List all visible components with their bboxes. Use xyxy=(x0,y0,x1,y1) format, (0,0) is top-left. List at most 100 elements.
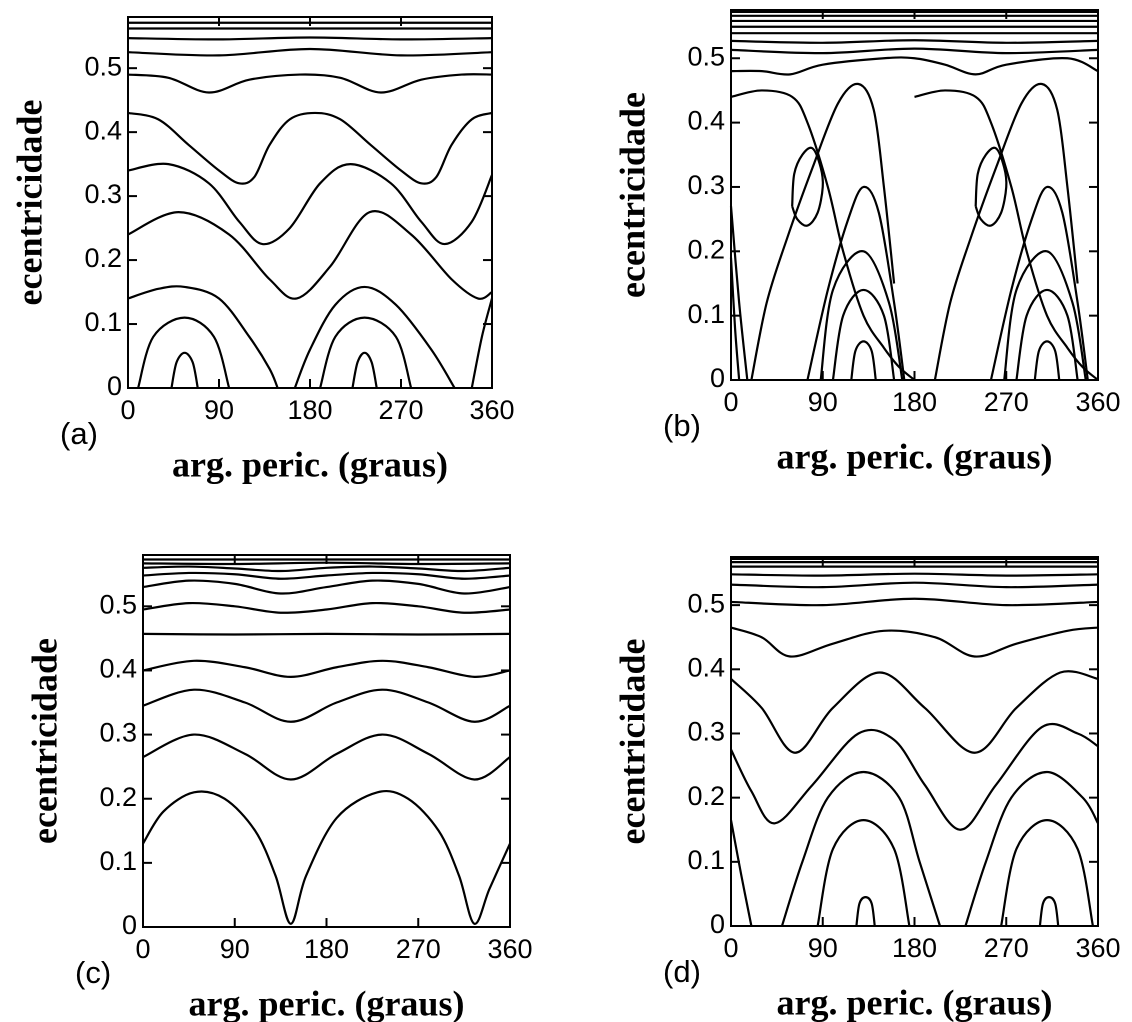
contour-line xyxy=(730,670,1099,754)
x-tick-label: 180 xyxy=(892,387,937,417)
panel-label: (b) xyxy=(663,408,701,443)
y-tick-label: 0.4 xyxy=(687,106,725,136)
y-tick-label: 0.4 xyxy=(84,115,122,145)
contour-line xyxy=(137,316,231,389)
contour-line xyxy=(780,770,942,927)
x-tick-label: 360 xyxy=(1075,387,1120,417)
plot-frame xyxy=(730,9,1099,381)
y-tick-label: 0.3 xyxy=(687,170,725,200)
contour-line xyxy=(1000,819,1094,927)
x-tick-label: 180 xyxy=(287,395,332,425)
y-axis-label: ecentricidade xyxy=(24,638,64,844)
contour-line xyxy=(127,73,493,94)
y-tick-label: 0.1 xyxy=(84,307,122,337)
contour-line xyxy=(1038,896,1060,927)
x-axis-label: arg. peric. (graus) xyxy=(777,436,1053,476)
contour-line xyxy=(819,250,904,381)
contour-line xyxy=(127,209,493,300)
y-tick-label: 0.3 xyxy=(687,717,725,747)
x-tick-label: 270 xyxy=(984,933,1029,963)
x-tick-label: 0 xyxy=(135,934,150,964)
y-tick-label: 0.1 xyxy=(99,846,137,876)
contour-line xyxy=(142,601,511,614)
x-axis-label: arg. peric. (graus) xyxy=(172,444,448,484)
x-tick-label: 90 xyxy=(220,934,250,964)
x-tick-label: 0 xyxy=(723,387,738,417)
plot-frame xyxy=(730,556,1099,927)
contour-line xyxy=(142,571,511,580)
y-axis-label: ecentricidade xyxy=(9,100,49,306)
contour-line xyxy=(974,146,1008,227)
y-tick-label: 0.5 xyxy=(84,51,122,81)
contour-line xyxy=(730,47,1099,55)
y-tick-label: 0.1 xyxy=(687,299,725,329)
y-tick-label: 0.5 xyxy=(687,41,725,71)
contour-line xyxy=(730,581,1099,589)
x-tick-label: 270 xyxy=(984,387,1029,417)
panel-label: (d) xyxy=(663,954,701,989)
contour-line xyxy=(127,111,493,185)
y-axis-label: ecentricidade xyxy=(612,92,652,298)
contour-line xyxy=(142,579,511,595)
y-tick-label: 0 xyxy=(710,363,725,393)
contour-line xyxy=(142,632,511,636)
y-axis-label: ecentricidade xyxy=(612,639,652,845)
contour-line xyxy=(855,896,876,927)
y-tick-label: 0.2 xyxy=(84,243,122,273)
y-tick-label: 0.4 xyxy=(687,652,725,682)
contour-line xyxy=(142,565,511,573)
contour-line xyxy=(730,597,1099,607)
x-tick-label: 90 xyxy=(808,933,838,963)
x-tick-label: 360 xyxy=(1075,933,1120,963)
contour-line xyxy=(989,185,1089,381)
contour-line xyxy=(142,659,511,678)
y-tick-label: 0.1 xyxy=(687,845,725,875)
contour-line xyxy=(170,351,199,389)
contour-line xyxy=(142,688,511,723)
contour-line xyxy=(730,626,1099,658)
contour-line xyxy=(791,146,824,227)
contour-line xyxy=(1015,288,1079,381)
contour-line xyxy=(730,56,1099,76)
contour-line xyxy=(127,47,493,57)
contour-line xyxy=(319,316,413,389)
y-tick-label: 0.3 xyxy=(84,179,122,209)
contour-line xyxy=(964,770,1099,927)
contour-line xyxy=(127,162,494,246)
contour-line xyxy=(831,288,896,381)
x-tick-label: 270 xyxy=(378,395,423,425)
contour-line xyxy=(142,789,512,925)
contour-line xyxy=(816,819,911,927)
x-axis-label: arg. peric. (graus) xyxy=(189,983,465,1022)
contour-line xyxy=(729,257,741,381)
contour-line xyxy=(470,298,494,389)
panel-label: (a) xyxy=(60,416,98,451)
contour-line xyxy=(730,572,1099,577)
contour-line xyxy=(806,185,906,381)
x-tick-label: 360 xyxy=(487,934,532,964)
y-tick-label: 0.5 xyxy=(99,589,137,619)
contour-line xyxy=(729,819,753,927)
x-tick-label: 90 xyxy=(204,395,234,425)
y-tick-label: 0 xyxy=(122,910,137,940)
contour-line xyxy=(1003,250,1087,381)
contour-line xyxy=(293,285,456,389)
contour-line xyxy=(127,285,279,389)
contour-line xyxy=(933,82,1079,381)
x-tick-label: 180 xyxy=(892,933,937,963)
contour-line xyxy=(750,82,896,381)
contour-line xyxy=(1033,340,1061,381)
y-tick-label: 0 xyxy=(710,909,725,939)
x-tick-label: 360 xyxy=(469,395,514,425)
contour-line xyxy=(142,733,511,781)
contour-line xyxy=(729,206,749,381)
y-tick-label: 0.4 xyxy=(99,654,137,684)
y-tick-label: 0.5 xyxy=(687,588,725,618)
y-tick-label: 0.2 xyxy=(687,234,725,264)
contour-line xyxy=(730,39,1099,44)
contour-line xyxy=(850,340,877,381)
contour-line xyxy=(127,36,493,41)
contour-line xyxy=(351,351,378,389)
y-tick-label: 0.2 xyxy=(687,781,725,811)
